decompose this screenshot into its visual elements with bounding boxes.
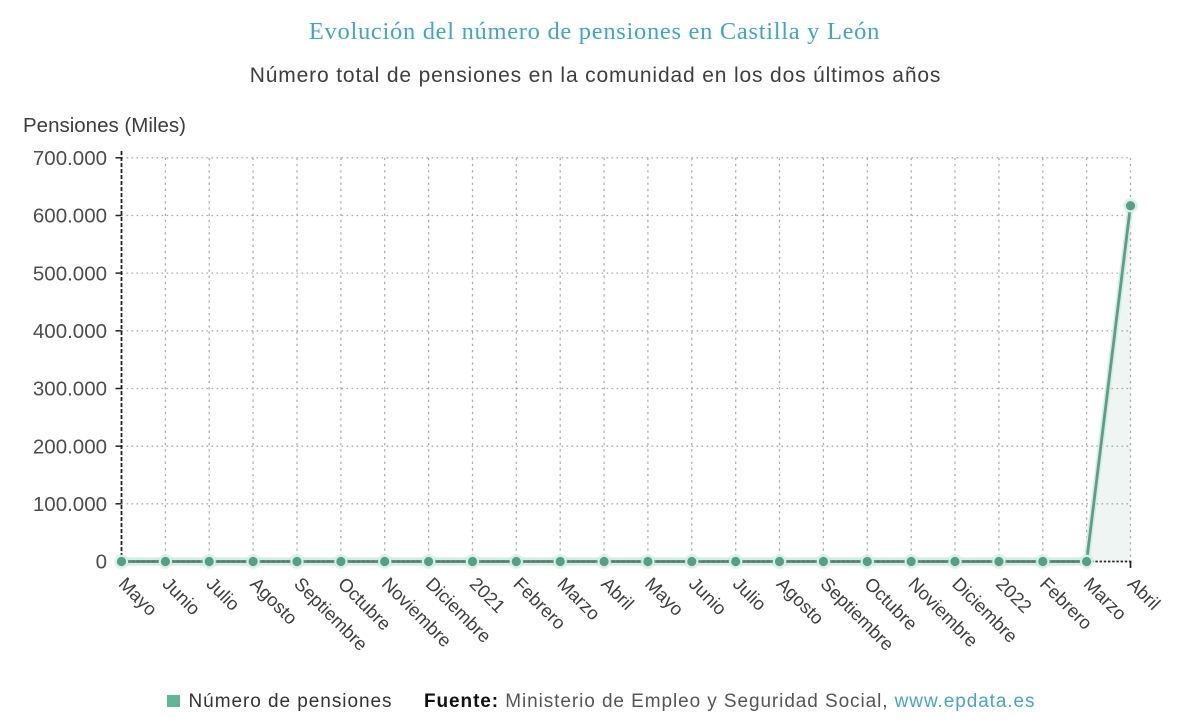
svg-text:Mayo: Mayo bbox=[115, 573, 162, 620]
svg-text:Mayo: Mayo bbox=[641, 573, 688, 620]
svg-text:Agosto: Agosto bbox=[246, 573, 302, 629]
svg-text:700.000: 700.000 bbox=[33, 147, 107, 170]
svg-text:300.000: 300.000 bbox=[33, 378, 107, 401]
svg-text:Junio: Junio bbox=[685, 573, 731, 619]
svg-text:500.000: 500.000 bbox=[33, 262, 107, 285]
svg-text:0: 0 bbox=[96, 551, 107, 574]
svg-text:200.000: 200.000 bbox=[33, 435, 107, 458]
svg-text:Julio: Julio bbox=[202, 573, 244, 615]
svg-text:400.000: 400.000 bbox=[33, 320, 107, 343]
svg-text:Agosto: Agosto bbox=[773, 573, 829, 629]
svg-text:100.000: 100.000 bbox=[33, 493, 107, 516]
svg-text:Julio: Julio bbox=[729, 573, 771, 615]
svg-text:600.000: 600.000 bbox=[33, 205, 107, 228]
svg-text:Junio: Junio bbox=[159, 573, 205, 619]
